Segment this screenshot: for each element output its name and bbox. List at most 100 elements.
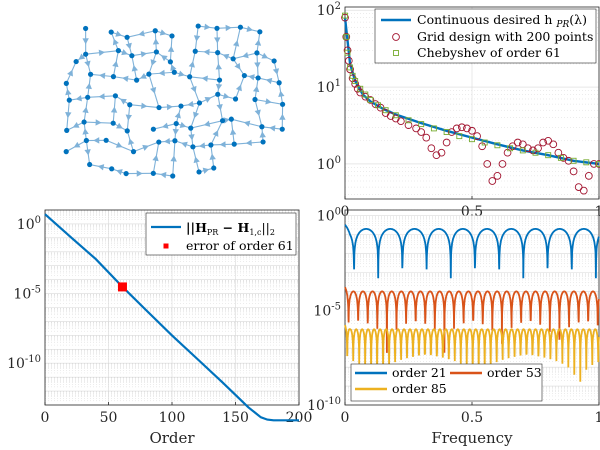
graph-edge-arrow: [161, 122, 169, 129]
2-ytick-label: 10-5: [13, 285, 41, 303]
graph-node: [63, 80, 69, 86]
graph-node: [127, 102, 133, 108]
graph-edge-arrow: [203, 120, 211, 127]
spectrum-circle-point: [579, 186, 588, 195]
graph-node: [152, 28, 158, 34]
graph-edge-arrow: [190, 85, 197, 93]
spectrum-circle-point: [513, 138, 522, 147]
graph-edge-arrow: [254, 39, 262, 46]
spectrum-square-point: [481, 139, 488, 146]
graph-edge-arrow: [269, 125, 276, 132]
2-ytick-label: 100: [17, 215, 41, 233]
graph-node: [156, 104, 162, 111]
graph-edge-arrow: [150, 59, 157, 66]
spectrum-square-point: [392, 112, 399, 119]
2-xtick-label: 150: [222, 410, 249, 426]
graph-edge-arrow: [198, 142, 206, 149]
legend-entry-continuous: Continuous desired h PR(λ): [417, 12, 587, 30]
graph-node: [87, 71, 94, 77]
graph-node: [237, 24, 244, 30]
graph-edge-arrow: [252, 85, 260, 93]
filters-legend-box: [350, 363, 543, 402]
error-series-line: [44, 213, 299, 422]
3-ytick-label: 10-10: [307, 396, 341, 414]
graph-edge-arrow: [265, 98, 272, 105]
graph-node: [279, 126, 285, 132]
graph-node: [83, 137, 89, 144]
graph-edge-arrow: [116, 169, 123, 176]
graph-edge-arrow: [222, 53, 230, 60]
graph-node: [228, 116, 234, 122]
graph-edge-arrow: [223, 117, 230, 124]
graph-edge-arrow: [110, 106, 118, 113]
graph-node: [63, 149, 69, 155]
graph-edge-arrow: [254, 62, 261, 69]
legend-entry-norm: ||HPR − H1,c||2: [186, 220, 275, 237]
graph-edge-arrow: [234, 62, 241, 70]
graph-edge-arrow: [75, 95, 82, 102]
graph-node: [173, 120, 179, 127]
graph-node: [215, 50, 221, 56]
spectrum-circle-point: [457, 123, 466, 132]
spectrum-square-point: [570, 157, 577, 164]
graph-edge-arrow: [188, 61, 195, 68]
spectrum-square-point: [344, 49, 351, 56]
graph-edge-arrow: [166, 103, 173, 111]
graph-node: [216, 77, 223, 83]
graph-panel: [63, 23, 286, 179]
graph-edge-arrow: [170, 155, 177, 162]
spectrum-square-point: [347, 64, 354, 71]
spectrum-circle-point: [427, 144, 436, 153]
legend-entry-53: order 53: [487, 365, 542, 380]
2-xtick-label: 50: [100, 410, 118, 426]
graph-edge-arrow: [174, 111, 181, 119]
graph-edge-arrow: [85, 82, 92, 90]
spectrum-circle-point: [397, 117, 405, 126]
spectrum-circle-point: [432, 151, 441, 160]
graph-edge-arrow: [204, 97, 212, 103]
graph-edge-arrow: [138, 30, 145, 37]
legend-circle-swatch: [392, 33, 400, 41]
graph-node: [259, 124, 265, 130]
legend-square-swatch: [393, 50, 399, 56]
spectrum-circle-point: [386, 112, 395, 120]
graph-edge-arrow: [219, 141, 226, 148]
graph-edge-arrow: [112, 60, 119, 68]
graph-node: [124, 34, 130, 40]
graph-edge-arrow: [246, 25, 254, 32]
graph-node: [231, 141, 237, 147]
graph-node: [190, 144, 196, 150]
legend-entry-chebyshev: Chebyshev of order 61: [417, 45, 561, 60]
graph-edge-arrow: [259, 131, 266, 138]
graph-edge-arrow: [261, 52, 269, 59]
graph-edge-arrow: [158, 69, 165, 77]
graph-edge-arrow: [140, 72, 147, 79]
graph-edge-arrow: [78, 53, 86, 60]
spectrum-circle-point: [539, 138, 547, 147]
graph-edge-arrow: [242, 52, 249, 59]
graph-node: [109, 166, 115, 172]
graph-node: [110, 74, 117, 80]
graph-edge-arrow: [225, 24, 232, 32]
graph-edge-arrow: [216, 103, 223, 111]
graph-edge-arrow: [159, 29, 167, 36]
spectrum-square-point: [342, 12, 348, 19]
spectrum-square-point: [456, 133, 463, 140]
graph-node: [150, 126, 156, 132]
graph-node: [146, 71, 152, 77]
spectrum-square-point: [405, 117, 412, 124]
graph-edge-arrow: [98, 93, 105, 100]
graph-node: [81, 119, 87, 125]
spectrum-square-point: [532, 149, 539, 156]
spectrum-square-point: [375, 102, 381, 109]
spectrum-circle-point: [356, 88, 365, 97]
spectrum-circle-point: [343, 46, 352, 55]
3-ytick-label: 100: [317, 207, 341, 225]
graph-node: [252, 96, 258, 103]
graph-node: [215, 91, 221, 97]
graph-edge-arrow: [272, 68, 280, 75]
graph-edge-arrow: [209, 153, 216, 160]
graph-node: [150, 170, 156, 176]
graph-edge-arrow: [172, 128, 179, 136]
graph-edge-arrow: [188, 134, 195, 141]
